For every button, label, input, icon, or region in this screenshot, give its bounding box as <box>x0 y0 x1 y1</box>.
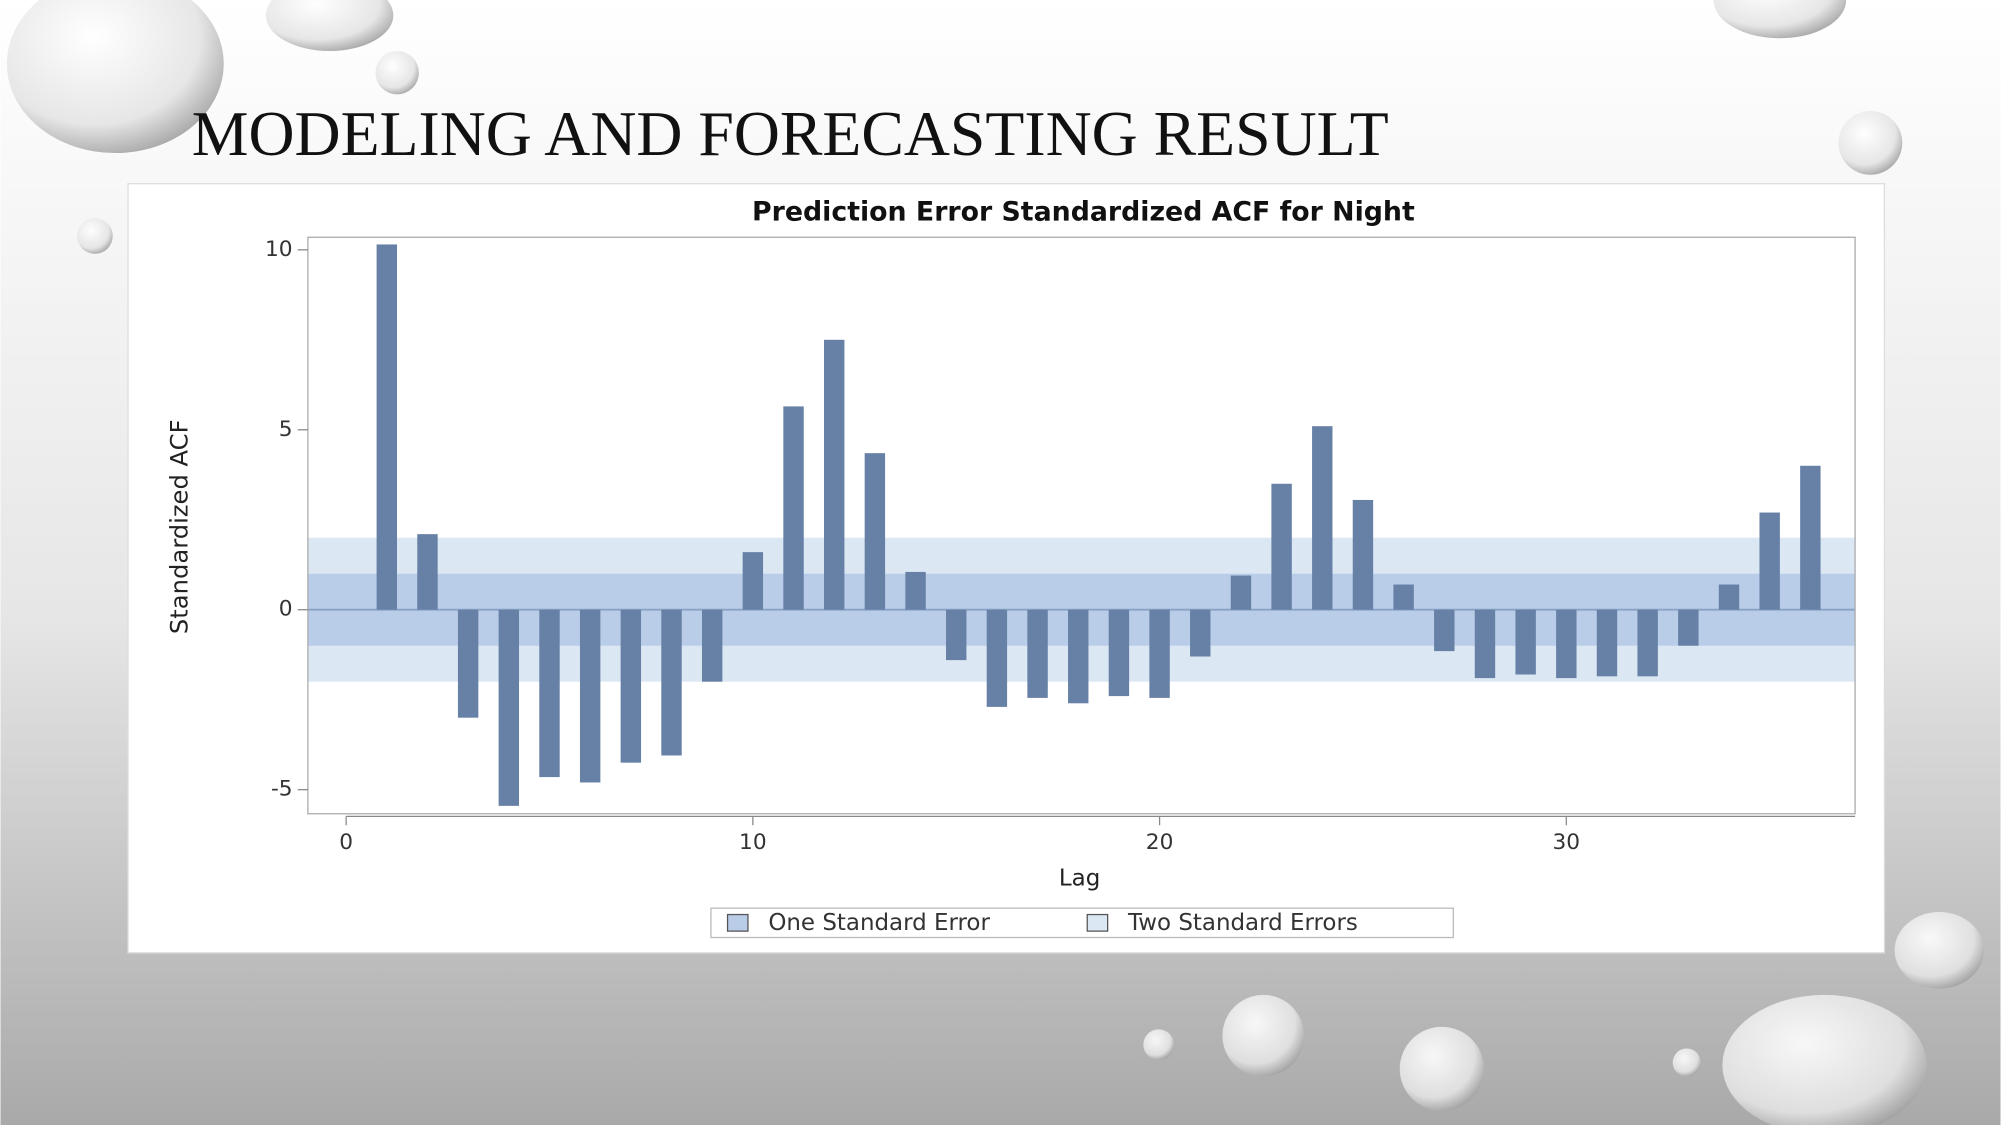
y-axis-label: Standardized ACF <box>165 419 193 634</box>
y-tick-label: 0 <box>279 597 293 622</box>
bar <box>1312 426 1333 610</box>
bar <box>1393 584 1414 610</box>
bar <box>1434 609 1455 652</box>
bar <box>864 453 886 610</box>
bar <box>1474 609 1496 679</box>
bar <box>661 609 682 756</box>
legend-swatch <box>1086 913 1109 932</box>
y-tick-label: 5 <box>279 417 293 442</box>
legend-swatch <box>726 913 749 932</box>
bar <box>701 609 723 682</box>
slide-title: MODELING AND FORECASTING RESULT <box>192 98 1389 169</box>
bar <box>457 609 479 718</box>
bar <box>1108 609 1130 697</box>
bar <box>946 609 967 661</box>
x-tick-label: 0 <box>339 830 353 855</box>
x-tick-label: 10 <box>739 830 767 855</box>
bar <box>824 339 845 610</box>
y-tick-label: 10 <box>265 237 293 262</box>
bar <box>986 609 1008 707</box>
bar <box>1271 483 1292 610</box>
bar <box>1230 575 1252 610</box>
bar <box>620 609 642 763</box>
chart-title: Prediction Error Standardized ACF for Ni… <box>752 197 1415 228</box>
x-tick-label: 30 <box>1553 830 1581 855</box>
bar <box>1800 465 1821 610</box>
bar <box>1190 609 1211 657</box>
x-axis-label: Lag <box>1059 865 1100 891</box>
bar <box>1352 499 1374 610</box>
bar <box>783 406 804 610</box>
legend-box <box>710 907 1454 939</box>
bar <box>1068 609 1089 704</box>
bar <box>1678 609 1699 646</box>
bar <box>539 609 560 778</box>
bar <box>1637 609 1658 677</box>
bar <box>579 609 601 783</box>
plot-frame <box>307 236 1856 815</box>
x-tick-label: 20 <box>1146 830 1174 855</box>
legend-label: Two Standard Errors <box>1127 910 1358 936</box>
bar <box>1556 609 1577 679</box>
bar <box>1027 609 1048 698</box>
bar <box>742 552 764 610</box>
bar <box>1759 512 1780 610</box>
bar <box>1515 609 1536 675</box>
decor-drops <box>6 0 1984 1129</box>
bar <box>1718 584 1740 610</box>
bar <box>905 571 926 610</box>
bar <box>376 244 398 610</box>
bar <box>1149 609 1170 698</box>
bar <box>498 609 520 806</box>
bar <box>1596 609 1618 677</box>
y-tick-label: -5 <box>271 777 293 802</box>
legend-label: One Standard Error <box>768 910 990 936</box>
bar <box>417 534 438 610</box>
